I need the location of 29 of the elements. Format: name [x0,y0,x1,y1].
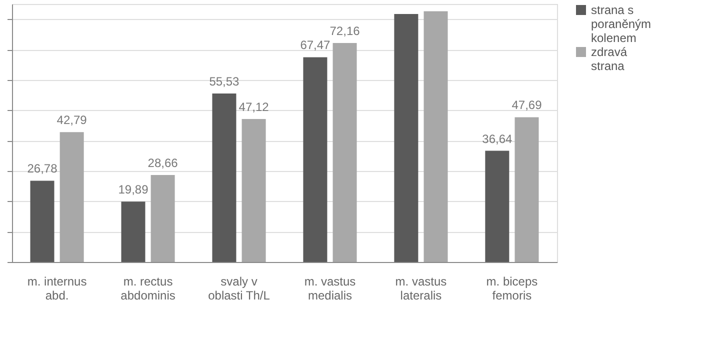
data-label: 47,12 [238,100,270,114]
bar [121,202,146,262]
bar [485,150,510,262]
x-tick-label: m. biceps femoris [486,274,538,302]
legend-label: zdravá strana [591,45,628,73]
x-tick-label: m. internus abd. [27,274,87,302]
bar [394,14,418,262]
bar [303,57,328,262]
x-tick-label: m. rectus abdominis [120,274,176,302]
bar [332,42,357,262]
bar [424,11,448,262]
bar [514,117,539,262]
x-tick-label: svaly v oblasti Th/L [208,274,270,302]
data-label: 19,89 [118,182,149,197]
data-label: 55,53 [209,74,240,88]
bar [150,175,175,262]
data-label: 28,66 [148,156,178,170]
data-label: 67,47 [300,38,331,52]
bar [242,118,266,262]
x-tick-label: m. vastus lateralis [395,274,447,302]
data-label: 26,78 [27,162,58,176]
data-label: 72,16 [330,24,360,38]
data-label: 47,69 [512,98,542,112]
bar [30,180,54,262]
bar [212,93,236,262]
bar [60,132,84,262]
data-label: 42,79 [56,113,88,128]
x-tick-label: m. vastus medialis [304,274,356,302]
data-label: 36,64 [482,132,513,146]
